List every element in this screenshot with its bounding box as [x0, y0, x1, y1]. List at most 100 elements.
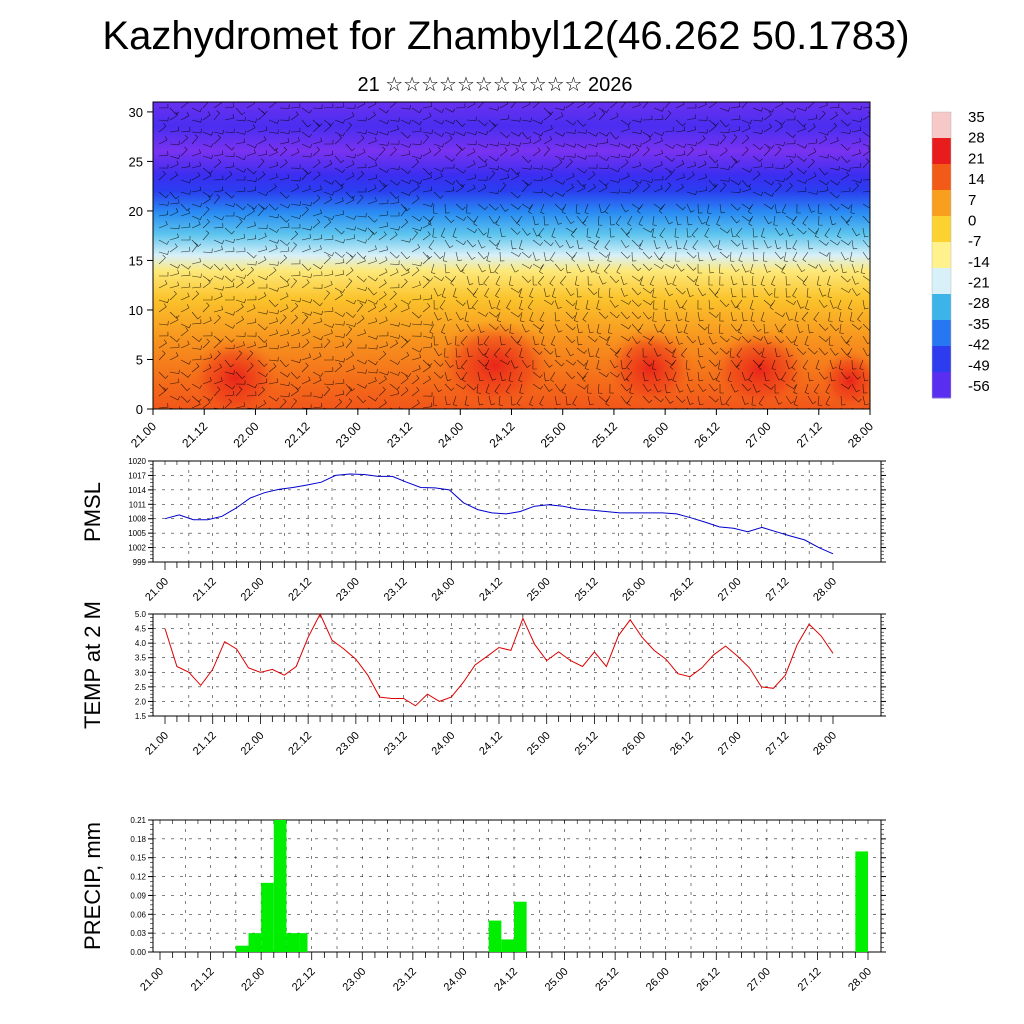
- wind-barb: [279, 371, 290, 378]
- wind-barb: [224, 335, 235, 343]
- wind-barb: [452, 395, 458, 407]
- wind-barb: [290, 383, 301, 391]
- wind-barb: [488, 323, 499, 331]
- colorbar-label: -7: [968, 233, 981, 250]
- wind-barb: [356, 135, 365, 145]
- wind-barb: [675, 335, 684, 345]
- wind-barb: [697, 263, 703, 274]
- wind-barb: [851, 162, 862, 169]
- wind-barb: [840, 275, 851, 283]
- warm-core: [190, 338, 280, 409]
- wind-barb: [757, 359, 765, 370]
- wind-barb: [389, 339, 399, 349]
- wind-barb: [477, 155, 488, 163]
- wind-barb: [554, 131, 566, 137]
- wind-barb: [378, 107, 389, 114]
- wind-barb: [598, 184, 608, 193]
- wind-barb: [235, 155, 247, 161]
- wind-barb: [279, 314, 287, 325]
- wind-barb: [620, 323, 632, 330]
- wind-barb: [752, 117, 763, 122]
- wind-barb: [224, 398, 232, 409]
- wind-barb: [807, 172, 817, 181]
- colorbar-swatch: [932, 112, 951, 139]
- wind-barb: [672, 275, 677, 287]
- wind-barb: [246, 391, 257, 397]
- wind-barb: [476, 383, 482, 394]
- wind-barb: [818, 167, 828, 176]
- wind-barb: [521, 182, 529, 193]
- wind-barb: [813, 383, 820, 395]
- wind-barb: [378, 350, 387, 361]
- wind-barb: [554, 299, 562, 309]
- wind-barb: [301, 206, 309, 217]
- wind-barb: [603, 263, 611, 274]
- wind-barb: [411, 364, 421, 373]
- wind-barb: [697, 359, 706, 369]
- wind-barb: [708, 335, 717, 345]
- wind-barb: [279, 159, 288, 169]
- wind-barb: [367, 275, 378, 282]
- y-tick-label: 1011: [129, 500, 147, 509]
- wind-barb: [334, 287, 346, 293]
- wind-barb: [620, 251, 631, 259]
- wind-barb: [664, 170, 673, 181]
- wind-barb: [510, 395, 516, 406]
- wind-barb: [505, 383, 512, 394]
- wind-barb: [389, 140, 400, 145]
- wind-barb: [444, 131, 456, 136]
- wind-barb: [422, 129, 433, 134]
- wind-barb: [257, 150, 268, 157]
- wind-barb: [494, 263, 501, 274]
- wind-barb: [664, 143, 676, 149]
- wind-barb: [312, 209, 322, 217]
- wind-barb: [554, 106, 565, 111]
- wind-barb: [495, 287, 501, 299]
- wind-barb: [636, 203, 644, 214]
- colorbar-label: 7: [968, 192, 976, 209]
- wind-barb: [422, 321, 433, 326]
- wind-barb: [551, 287, 557, 299]
- wind-barb: [576, 359, 587, 367]
- wind-barb: [378, 331, 389, 337]
- wind-barb: [323, 290, 331, 301]
- wind-barb: [773, 215, 778, 226]
- y-tick-label: 5.0: [135, 610, 147, 619]
- cross-section-x-axis: 21.00 21.12 22.00 22.12 23.00 23.12 24.00 24.12…: [128, 409, 876, 450]
- wind-barb: [708, 141, 719, 146]
- wind-barb: [774, 371, 783, 381]
- wind-barb: [422, 342, 433, 349]
- wind-barb: [378, 146, 386, 157]
- wind-barb: [738, 251, 743, 263]
- wind-barb: [565, 299, 576, 307]
- wind-barb: [597, 215, 603, 226]
- wind-barb: [642, 371, 649, 382]
- wind-barb: [675, 239, 682, 250]
- wind-barb: [862, 395, 869, 406]
- wind-barb: [741, 383, 752, 392]
- wind-barb: [763, 191, 775, 197]
- wind-barb: [664, 215, 673, 225]
- wind-barb: [334, 321, 345, 326]
- wind-barb: [466, 160, 476, 169]
- wind-barb: [180, 162, 191, 169]
- wind-barb: [411, 320, 422, 326]
- wind-barb: [730, 275, 738, 286]
- wind-barb: [290, 103, 301, 109]
- wind-barb: [807, 239, 814, 250]
- wind-barb: [312, 137, 323, 145]
- wind-barb: [596, 299, 601, 311]
- wind-barb: [642, 115, 653, 121]
- wind-barb: [697, 150, 708, 157]
- wind-barb: [642, 102, 649, 109]
- wind-barb: [818, 299, 828, 308]
- colorbar-swatch: [932, 216, 951, 243]
- wind-barb: [576, 323, 583, 334]
- wind-barb: [620, 203, 629, 213]
- wind-barb: [686, 203, 695, 213]
- wind-barb: [785, 239, 792, 250]
- wind-barb: [675, 311, 683, 321]
- wind-barb: [543, 135, 553, 145]
- wind-barb: [672, 347, 677, 359]
